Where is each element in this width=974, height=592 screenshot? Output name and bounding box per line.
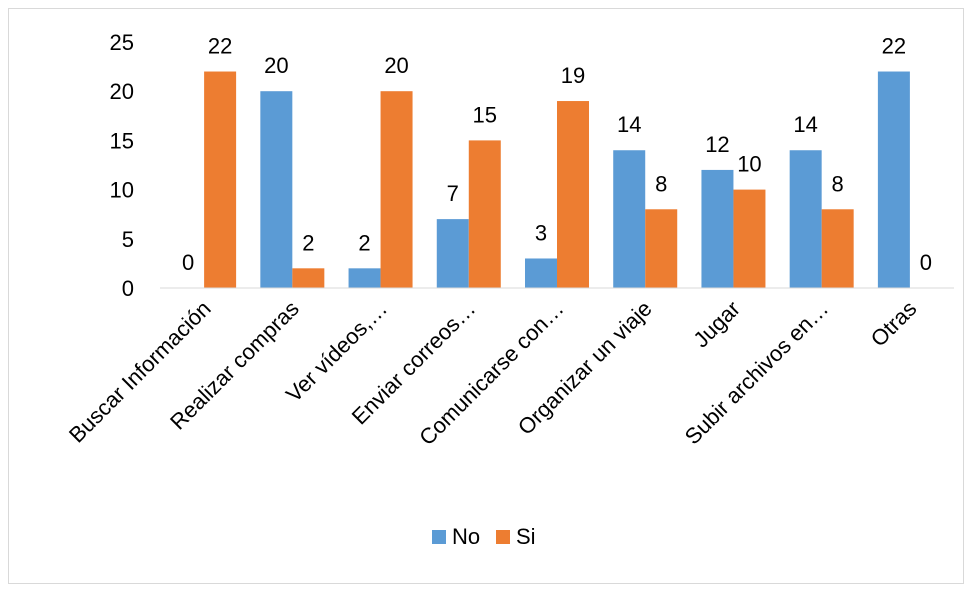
bars: [204, 71, 910, 289]
data-label-si: 19: [561, 63, 585, 88]
legend-swatch-si: [496, 530, 510, 544]
bar-si: [733, 189, 766, 288]
data-label-si: 10: [737, 152, 761, 177]
category-label: Subir archivos en…: [680, 296, 833, 449]
bar-si: [468, 140, 501, 288]
category-label: Buscar Información: [64, 296, 216, 448]
data-label-si: 8: [655, 171, 667, 196]
bar-no: [525, 258, 557, 288]
data-label-no: 2: [358, 230, 370, 255]
y-tick-label: 10: [110, 178, 134, 203]
legend-label-no: No: [452, 524, 480, 549]
data-label-no: 12: [705, 132, 729, 157]
bar-no: [789, 150, 822, 288]
bar-no: [260, 91, 293, 288]
y-tick-label: 25: [110, 30, 134, 55]
bar-si: [204, 71, 237, 289]
data-label-si: 8: [832, 171, 844, 196]
chart-frame: [8, 8, 964, 584]
data-label-no: 3: [535, 220, 547, 245]
data-label-si: 22: [208, 34, 232, 59]
data-label-no: 22: [882, 34, 906, 59]
bar-no: [877, 71, 910, 289]
bar-si: [645, 209, 678, 288]
y-tick-label: 15: [110, 128, 134, 153]
data-label-no: 14: [793, 112, 817, 137]
category-label: Otras: [866, 296, 922, 352]
y-tick-label: 5: [122, 227, 134, 252]
bar-no: [701, 169, 734, 288]
data-label-si: 0: [920, 250, 932, 275]
data-label-si: 15: [473, 102, 497, 127]
data-label-no: 0: [182, 250, 194, 275]
data-label-si: 2: [302, 230, 314, 255]
data-label-no: 20: [264, 53, 288, 78]
bar-si: [292, 268, 325, 288]
legend: No Si: [432, 524, 536, 549]
y-tick-label: 0: [122, 276, 134, 301]
data-label-no: 14: [617, 112, 641, 137]
bar-no: [436, 219, 469, 288]
category-label: Jugar: [688, 296, 745, 353]
data-label-no: 7: [447, 181, 459, 206]
bar-no: [348, 268, 381, 288]
bar-si: [821, 209, 854, 288]
y-tick-label: 20: [110, 79, 134, 104]
legend-swatch-no: [432, 530, 446, 544]
bar-no: [613, 150, 646, 288]
bar-si: [557, 101, 589, 288]
y-axis: 0 5 10 15 20 25: [110, 30, 134, 301]
data-label-si: 20: [384, 53, 408, 78]
bar-si: [380, 91, 413, 288]
legend-label-si: Si: [516, 524, 536, 549]
category-label: Comunicarse con…: [414, 296, 568, 450]
